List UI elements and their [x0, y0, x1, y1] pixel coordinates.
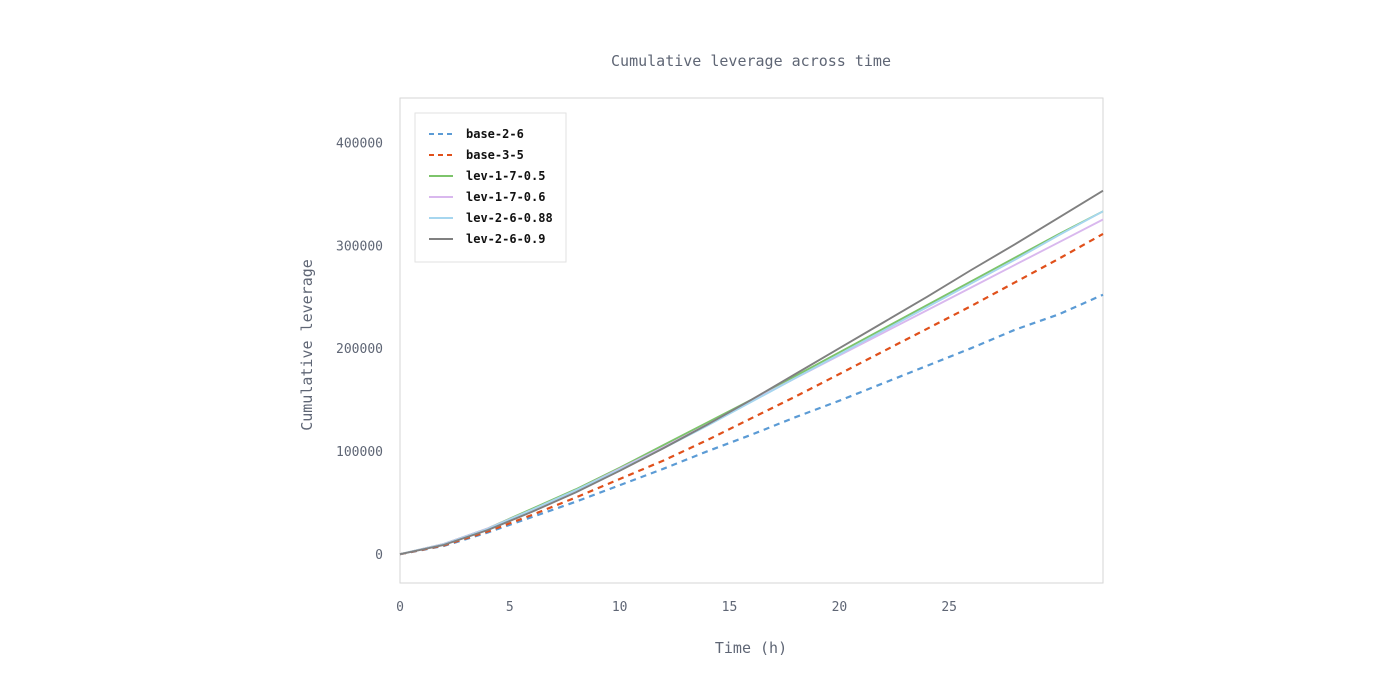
x-axis-label: Time (h) — [715, 639, 787, 657]
series-line-lev-2-6-0.88 — [399, 210, 1104, 556]
y-tick-label: 0 — [375, 548, 383, 563]
y-tick-label: 200000 — [336, 342, 383, 357]
legend-label-base-2-6: base-2-6 — [466, 127, 524, 141]
y-axis-label: Cumulative leverage — [298, 259, 316, 431]
y-tick-label: 400000 — [336, 136, 383, 151]
x-tick-label: 20 — [832, 600, 848, 615]
x-tick-label: 0 — [396, 600, 404, 615]
y-tick-label: 100000 — [336, 445, 383, 460]
x-tick-label: 15 — [722, 600, 738, 615]
legend-label-base-3-5: base-3-5 — [466, 148, 524, 162]
series-line-lev-1-7-0.5 — [399, 210, 1104, 556]
legend-label-lev-2-6-0.9: lev-2-6-0.9 — [466, 232, 545, 246]
x-tick-label: 25 — [941, 600, 957, 615]
legend-box — [414, 112, 567, 263]
legend-label-lev-2-6-0.88: lev-2-6-0.88 — [466, 211, 553, 225]
y-tick-label: 300000 — [336, 239, 383, 254]
plot-area — [399, 97, 1104, 584]
series-line-lev-2-6-0.9 — [399, 189, 1104, 556]
x-axis-ticks: 0 5 10 15 20 25 — [396, 600, 957, 615]
chart-title: Cumulative leverage across time — [611, 52, 891, 70]
series-layer — [399, 189, 1104, 556]
x-tick-label: 5 — [506, 600, 514, 615]
x-tick-label: 10 — [612, 600, 628, 615]
legend-label-lev-1-7-0.6: lev-1-7-0.6 — [466, 190, 545, 204]
legend-label-lev-1-7-0.5: lev-1-7-0.5 — [466, 169, 545, 183]
y-axis-ticks: 0 100000 200000 300000 400000 — [336, 136, 383, 563]
series-line-base-3-5 — [399, 232, 1104, 556]
series-line-base-2-6 — [399, 293, 1104, 556]
legend: base-2-6 base-3-5 lev-1-7-0.5 lev-1-7-0.6 le… — [414, 112, 567, 263]
